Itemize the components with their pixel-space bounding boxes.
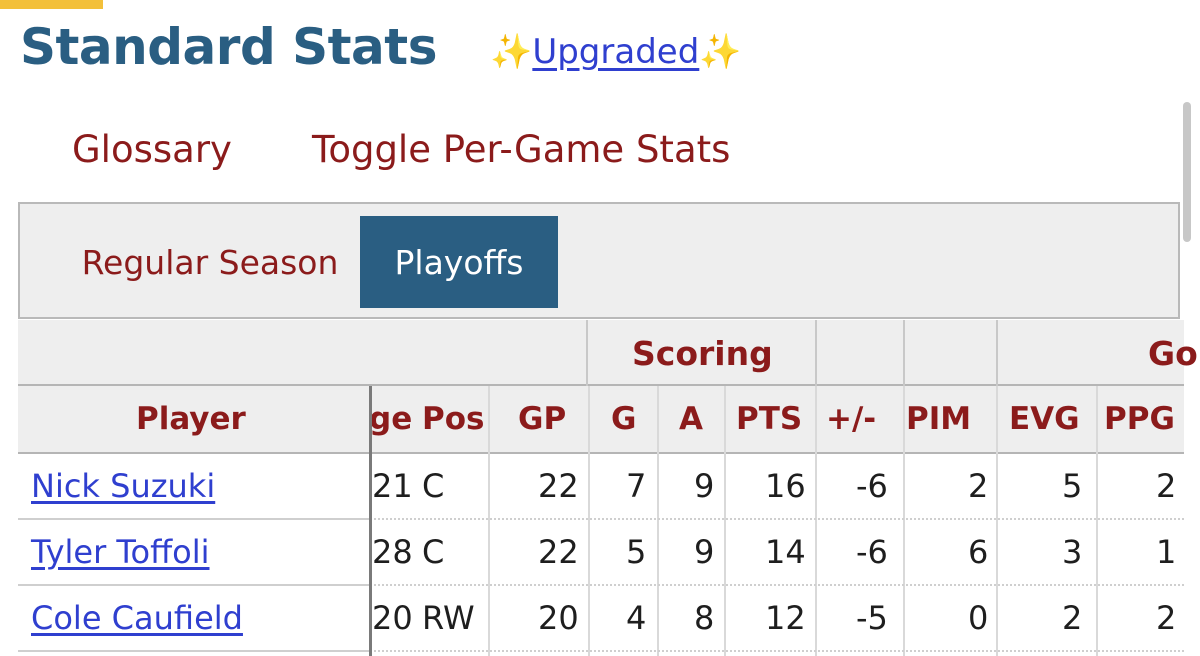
column-divider [815, 386, 817, 656]
column-divider [1096, 386, 1098, 656]
cell-pim: 0 [968, 599, 989, 637]
table-row: 28 C 22 5 9 14 -6 6 3 1 [18, 520, 1184, 586]
cell-plus-minus: -6 [856, 533, 888, 571]
player-link[interactable]: Cole Caufield [31, 599, 243, 637]
cell-gp: 20 [538, 599, 579, 637]
column-divider [815, 320, 817, 386]
header-age[interactable]: ge [369, 401, 413, 437]
column-divider [903, 386, 905, 656]
cell-pos: C [422, 467, 445, 505]
table-row: 21 C 22 7 9 16 -6 2 5 2 [18, 454, 1184, 520]
scrollbar-thumb[interactable] [1183, 102, 1191, 242]
column-divider [586, 320, 588, 386]
table-row: 20 RW 20 4 8 12 -5 0 2 2 [18, 586, 1184, 652]
accent-bar [0, 0, 103, 9]
cell-g: 5 [626, 533, 647, 571]
header-g[interactable]: G [611, 401, 637, 437]
column-divider [996, 320, 998, 386]
header-player-label: Player [136, 401, 246, 437]
cell-plus-minus: -6 [856, 467, 888, 505]
cell-a: 9 [694, 533, 715, 571]
glossary-link[interactable]: Glossary [72, 128, 232, 171]
player-cell: Nick Suzuki [18, 454, 369, 520]
cell-evg: 3 [1062, 533, 1083, 571]
header-pim[interactable]: PIM [906, 401, 972, 437]
cell-pos: RW [422, 599, 475, 637]
tab-playoffs[interactable]: Playoffs [360, 216, 558, 308]
over-header-row: Scoring Go [18, 320, 1198, 386]
cell-pts: 12 [765, 599, 806, 637]
header-evg[interactable]: EVG [1009, 401, 1080, 437]
column-divider [657, 386, 659, 656]
toggle-per-game-link[interactable]: Toggle Per-Game Stats [312, 128, 731, 171]
cell-a: 8 [694, 599, 715, 637]
cell-ppg: 2 [1156, 599, 1177, 637]
header-ppg[interactable]: PPG [1104, 401, 1175, 437]
player-link[interactable]: Nick Suzuki [31, 467, 216, 505]
cell-age: 20 [372, 599, 413, 637]
cell-age: 28 [372, 533, 413, 571]
cell-a: 9 [694, 467, 715, 505]
cell-g: 7 [626, 467, 647, 505]
sparkle-icon: ✨ [490, 32, 533, 72]
cell-evg: 5 [1062, 467, 1083, 505]
upgraded-link[interactable]: Upgraded [532, 32, 700, 72]
column-divider [903, 320, 905, 386]
column-divider [488, 386, 490, 656]
season-tabs: Regular Season Playoffs [18, 202, 1180, 319]
goals-group-header: Go [1148, 334, 1198, 373]
header-player[interactable]: Player [18, 386, 369, 454]
cell-pos: C [422, 533, 445, 571]
cell-ppg: 2 [1156, 467, 1177, 505]
player-cell: Tyler Toffoli [18, 520, 369, 586]
header-pos[interactable]: Pos [422, 401, 485, 437]
player-cell: Cole Caufield [18, 586, 369, 652]
cell-pim: 6 [968, 533, 989, 571]
scoring-group-header: Scoring [632, 334, 773, 373]
cell-g: 4 [626, 599, 647, 637]
sparkle-icon: ✨ [699, 32, 742, 72]
column-divider [996, 386, 998, 656]
cell-evg: 2 [1062, 599, 1083, 637]
cell-pts: 16 [765, 467, 806, 505]
header-plus-minus[interactable]: +/- [826, 401, 877, 437]
frozen-player-column: Player Nick Suzuki Tyler Toffoli Cole Ca… [18, 386, 372, 656]
header-a[interactable]: A [679, 401, 703, 437]
upgraded-badge: ✨ Upgraded ✨ [490, 32, 742, 72]
section-title: Standard Stats [20, 18, 437, 76]
column-divider [588, 386, 590, 656]
tab-regular-season[interactable]: Regular Season [81, 242, 339, 282]
cell-pts: 14 [765, 533, 806, 571]
player-link[interactable]: Tyler Toffoli [31, 533, 210, 571]
cell-age: 21 [372, 467, 413, 505]
cell-gp: 22 [538, 533, 579, 571]
cell-pim: 2 [968, 467, 989, 505]
header-gp[interactable]: GP [518, 401, 567, 437]
cell-ppg: 1 [1156, 533, 1177, 571]
cell-plus-minus: -5 [856, 599, 888, 637]
cell-gp: 22 [538, 467, 579, 505]
column-divider [724, 386, 726, 656]
header-pts[interactable]: PTS [736, 401, 803, 437]
